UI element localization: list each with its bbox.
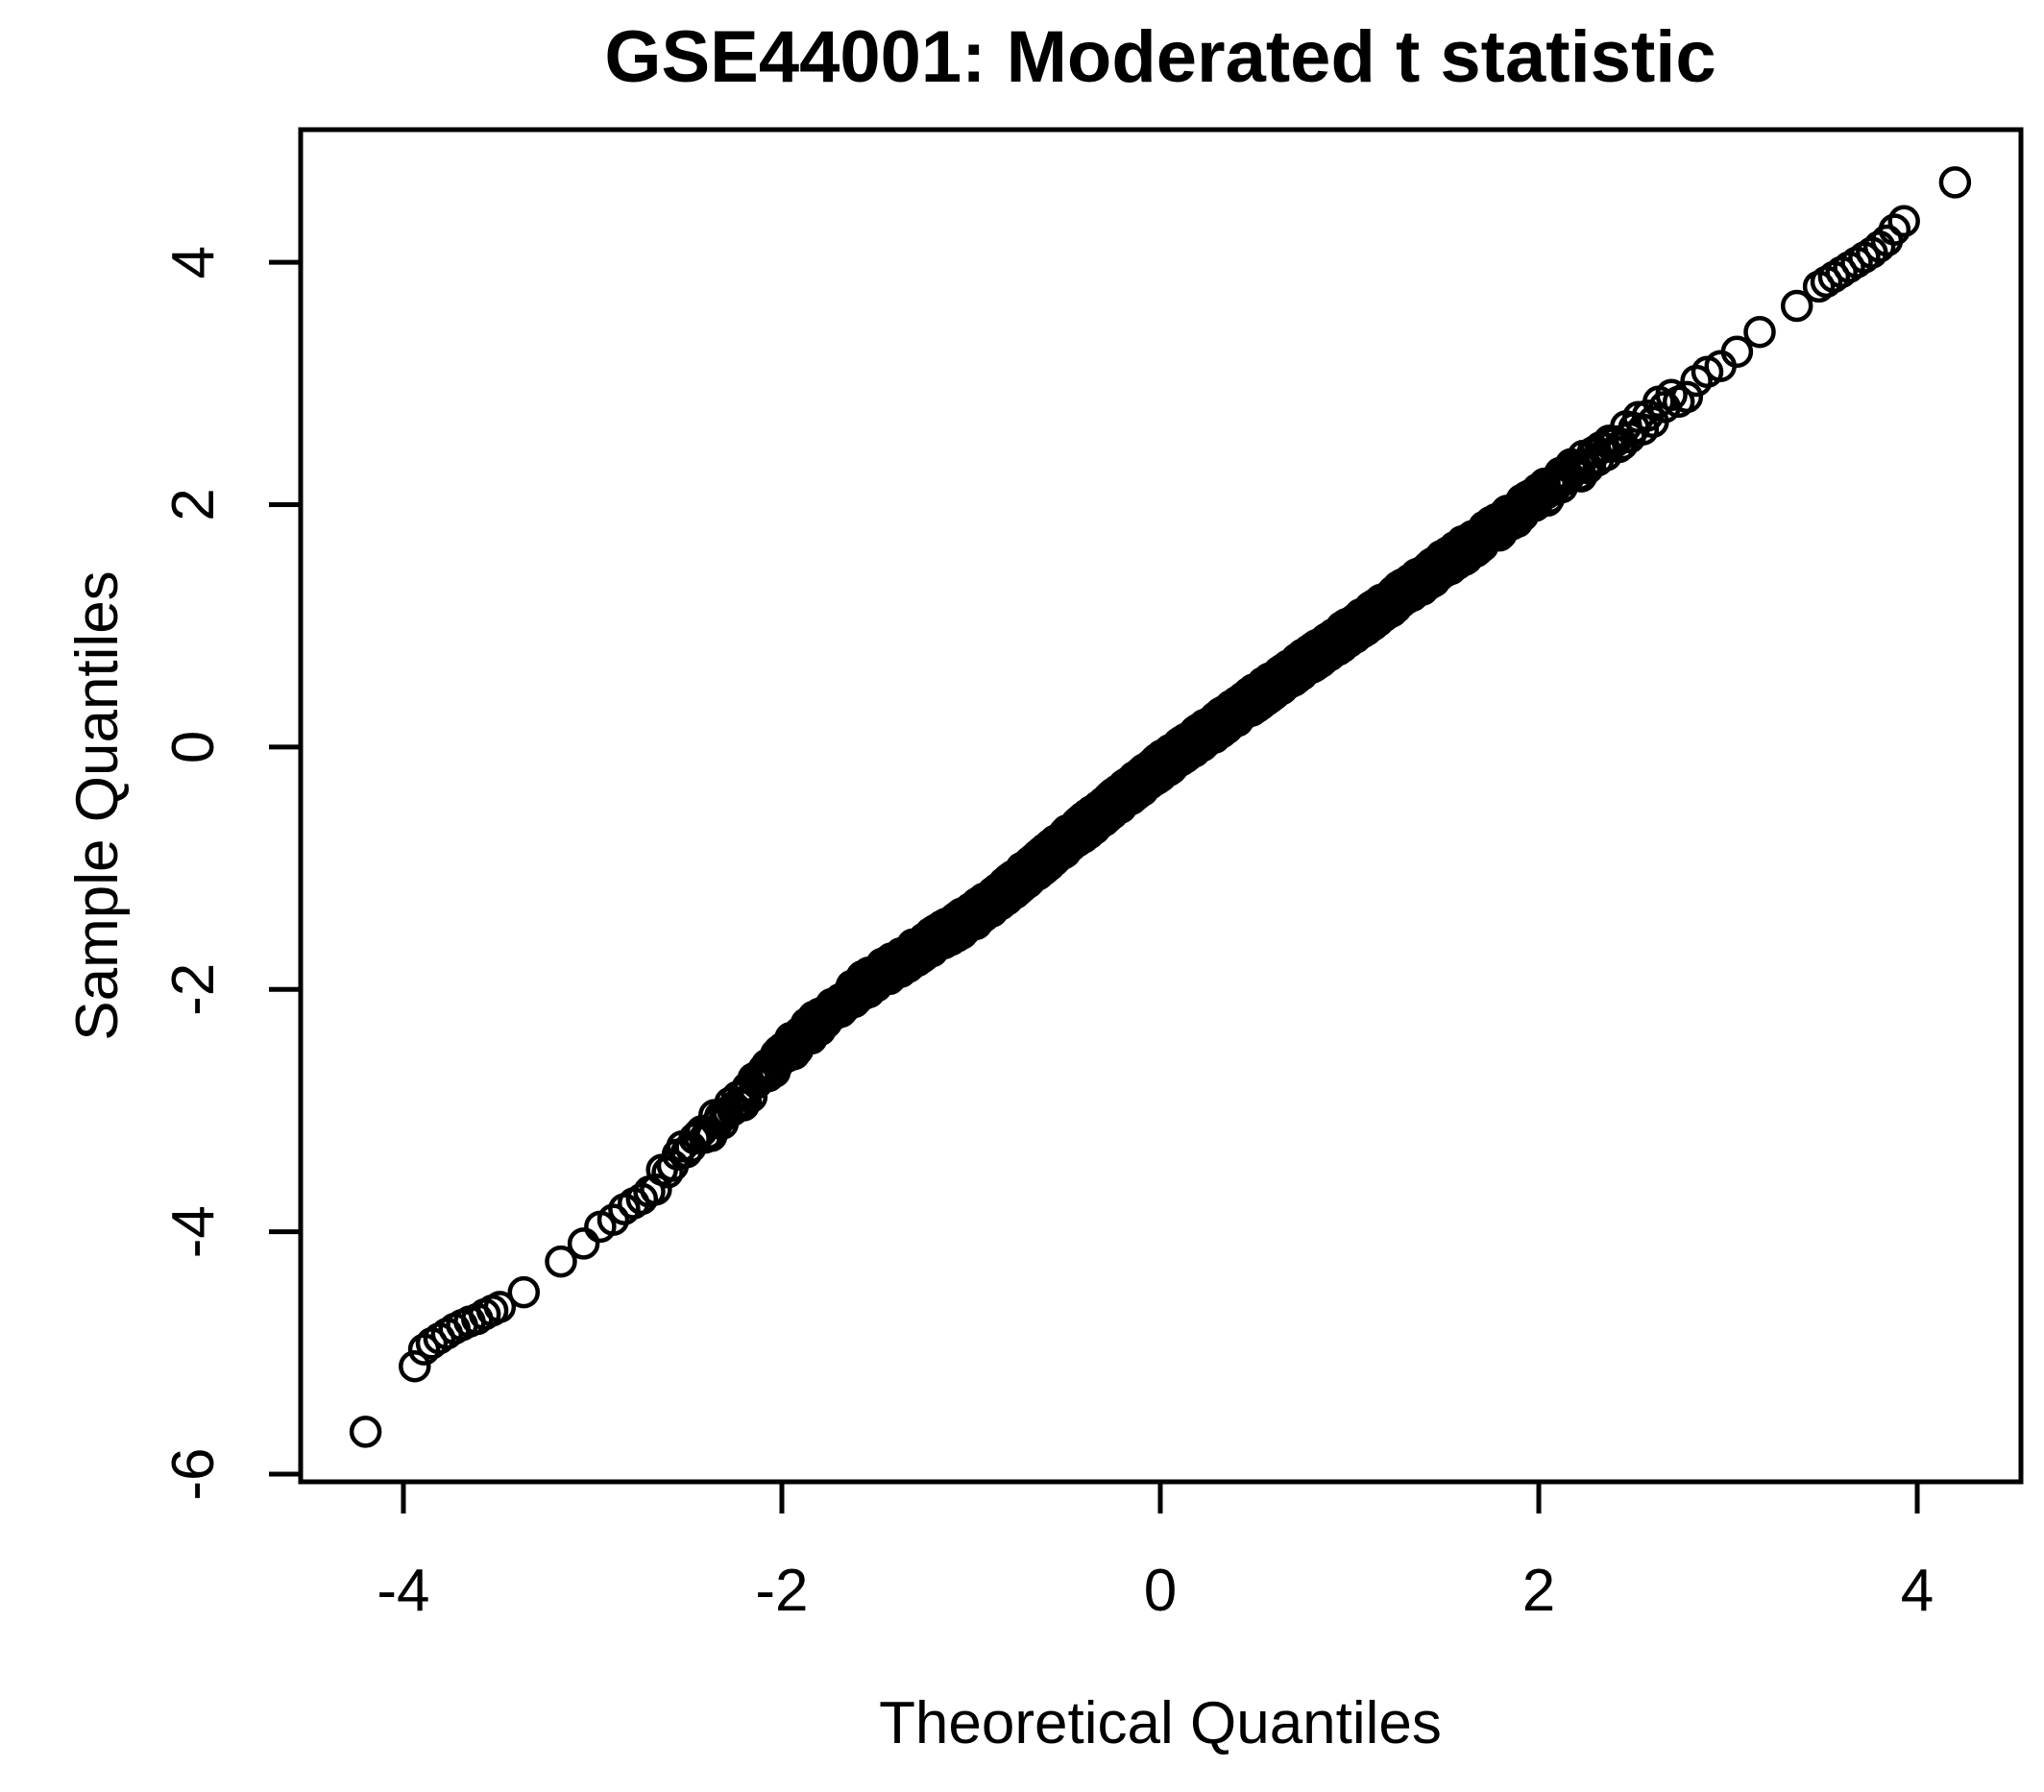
qq-point [651,1156,684,1189]
y-tick-label: -6 [160,1447,227,1500]
x-axis-label: Theoretical Quantiles [879,1690,1442,1756]
qq-tail-point [1887,205,1920,238]
x-tick-label: 4 [1901,1558,1934,1624]
y-tick-label: 0 [160,731,227,763]
qq-point [1670,380,1704,414]
x-tick-label: -4 [377,1558,429,1624]
chart-title: GSE44001: Moderated t statistic [604,16,1716,98]
y-tick-label: -4 [160,1205,227,1258]
x-axis-ticks: -4 -2 0 2 4 [377,1482,1934,1624]
y-tick-label: -2 [160,963,227,1016]
qq-point [545,1245,577,1278]
qq-tail-point [1802,270,1836,303]
plot-area [298,127,2024,1485]
qq-point [1720,335,1754,369]
qq-point [1743,315,1776,349]
y-axis-ticks: -6 -4 -2 0 2 4 [160,246,301,1501]
qq-tail-point [483,1291,517,1323]
qq-point [1655,378,1688,412]
data-points [349,166,1972,1448]
x-tick-label: -2 [755,1558,808,1624]
qq-tail-point [349,1416,382,1448]
y-tick-label: 4 [160,246,227,278]
qq-point [507,1275,541,1309]
x-tick-label: 0 [1144,1558,1177,1624]
x-tick-label: 2 [1522,1558,1555,1624]
qq-tail-point [1938,166,1972,199]
qq-point [596,1203,630,1236]
qq-point [1780,289,1813,323]
qq-point [678,1122,711,1155]
qq-tail-point [399,1349,431,1383]
qq-point [567,1227,600,1260]
y-axis-label: Sample Quantiles [64,570,131,1040]
y-tick-label: 2 [160,488,227,521]
